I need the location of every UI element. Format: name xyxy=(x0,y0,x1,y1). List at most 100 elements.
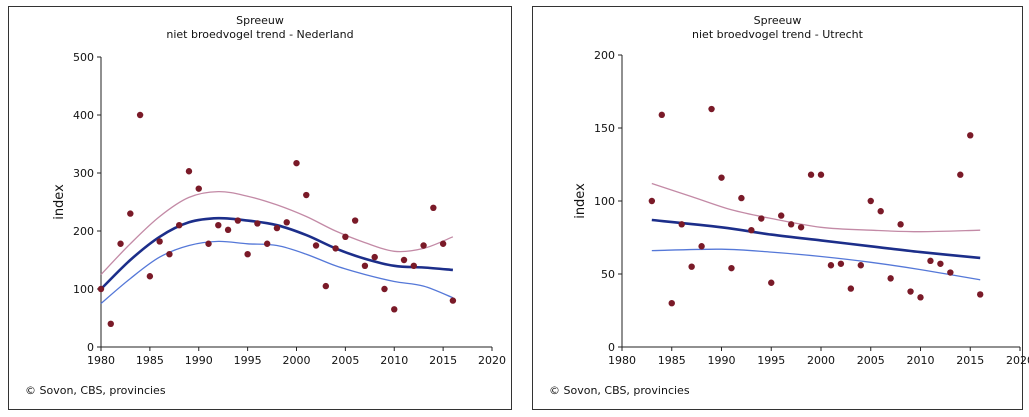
data-point xyxy=(827,262,835,269)
chart-title: Spreeuw xyxy=(753,14,802,27)
chart-subtitle: niet broedvogel trend - Nederland xyxy=(166,28,354,41)
x-tick-label: 2020 xyxy=(1006,354,1029,367)
data-point xyxy=(263,240,271,247)
data-point xyxy=(857,262,864,269)
data-point xyxy=(957,171,964,178)
data-point xyxy=(718,174,725,181)
chart-plot-nederland: 0 100 200 300 400 500 1980 1985 1990 1995 2000 2005… xyxy=(52,51,506,367)
data-point xyxy=(303,191,310,199)
data-point xyxy=(185,168,193,175)
data-point xyxy=(420,242,427,249)
chart-credit: © Sovon, CBS, provincies xyxy=(549,384,690,397)
y-tick-label: 200 xyxy=(594,49,615,62)
x-tick-label: 1985 xyxy=(136,354,164,367)
x-tick-label: 1980 xyxy=(608,354,636,367)
data-point xyxy=(361,262,369,269)
data-point xyxy=(877,208,884,215)
y-tick-label: 300 xyxy=(73,167,94,180)
data-point xyxy=(668,300,675,307)
data-point xyxy=(917,294,924,301)
data-point xyxy=(371,253,378,261)
x-tick-label: 2000 xyxy=(807,354,835,367)
data-point xyxy=(234,217,242,224)
data-point xyxy=(708,105,715,113)
chart-panel-nederland: Spreeuw niet broedvogel trend - Nederlan… xyxy=(8,6,512,410)
data-point xyxy=(254,220,261,227)
x-tick-label: 1990 xyxy=(185,354,213,367)
data-point xyxy=(107,320,114,327)
data-point xyxy=(658,111,665,119)
data-point xyxy=(136,111,144,119)
data-point xyxy=(322,282,330,290)
data-point xyxy=(410,262,417,269)
data-point xyxy=(688,263,695,270)
x-tick-label: 2005 xyxy=(331,354,359,367)
data-point xyxy=(907,288,914,295)
data-point xyxy=(391,306,398,313)
x-tick-label: 1985 xyxy=(658,354,686,367)
data-point xyxy=(967,132,974,139)
data-point xyxy=(244,251,251,258)
chart-plot-utrecht: 0 50 100 150 200 1980 1985 1990 1995 2000 2005 2010… xyxy=(573,49,1029,367)
x-tick-label: 2010 xyxy=(907,354,935,367)
data-point xyxy=(937,260,944,267)
y-axis-label: index xyxy=(573,183,588,219)
trend-line xyxy=(651,218,981,260)
x-tick-label: 2015 xyxy=(956,354,984,367)
y-tick-label: 150 xyxy=(594,122,615,135)
data-point xyxy=(977,291,984,298)
data-point xyxy=(807,171,815,178)
data-point xyxy=(678,221,685,228)
data-point xyxy=(449,297,457,304)
data-point xyxy=(728,264,735,272)
upper-confidence-line xyxy=(651,182,981,233)
x-tick-label: 2015 xyxy=(429,354,457,367)
x-tick-label: 1995 xyxy=(757,354,785,367)
data-point xyxy=(758,215,765,222)
data-point xyxy=(867,197,874,205)
y-tick-label: 100 xyxy=(73,283,94,296)
data-point xyxy=(224,226,232,234)
data-point xyxy=(400,256,408,264)
y-tick-label: 500 xyxy=(73,51,94,64)
data-point xyxy=(797,224,805,231)
data-point xyxy=(166,251,173,258)
lower-confidence-line xyxy=(100,240,454,304)
chart-credit: © Sovon, CBS, provincies xyxy=(25,384,166,397)
data-point xyxy=(117,240,124,247)
data-point xyxy=(342,233,349,240)
x-tick-label: 1980 xyxy=(87,354,115,367)
data-point xyxy=(748,227,755,234)
data-point xyxy=(787,221,795,228)
data-point xyxy=(778,212,785,219)
data-point xyxy=(127,210,134,217)
data-point xyxy=(156,238,163,245)
lower-confidence-line xyxy=(651,248,981,281)
data-point xyxy=(817,171,825,178)
y-tick-label: 400 xyxy=(73,109,94,122)
data-point xyxy=(837,260,845,267)
data-point xyxy=(887,275,894,282)
y-tick-label: 100 xyxy=(594,195,615,208)
data-point xyxy=(927,257,934,265)
data-point xyxy=(947,269,954,276)
y-tick-label: 0 xyxy=(608,341,615,354)
data-point xyxy=(897,221,904,228)
data-point xyxy=(430,204,437,211)
x-tick-label: 2020 xyxy=(478,354,506,367)
y-axis-label: index xyxy=(52,184,67,220)
data-point xyxy=(768,279,775,286)
x-tick-label: 2000 xyxy=(283,354,311,367)
chart-panel-utrecht: Spreeuw niet broedvogel trend - Utrecht … xyxy=(532,6,1029,410)
data-point xyxy=(312,242,320,249)
x-tick-label: 2005 xyxy=(857,354,885,367)
data-point xyxy=(97,285,105,293)
data-point xyxy=(283,219,290,226)
x-tick-label: 1990 xyxy=(708,354,736,367)
data-point xyxy=(698,243,705,250)
data-point xyxy=(293,159,300,167)
x-tick-label: 1995 xyxy=(234,354,262,367)
data-point xyxy=(439,240,447,247)
data-point xyxy=(351,217,359,224)
data-point xyxy=(176,222,183,229)
